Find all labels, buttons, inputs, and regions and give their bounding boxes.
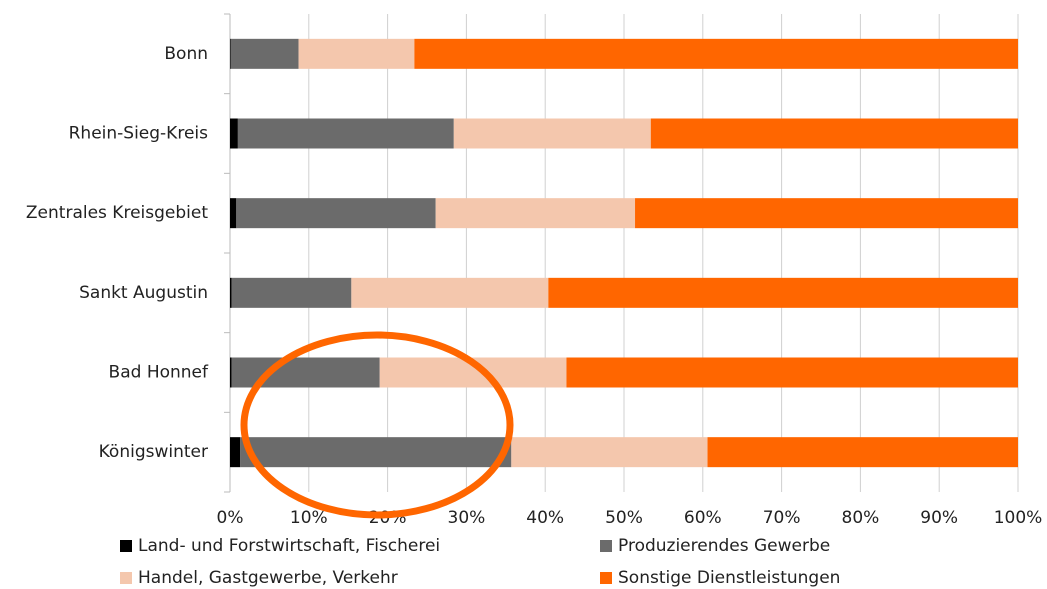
legend-swatch <box>600 540 612 552</box>
bar-segment <box>351 277 549 308</box>
bar-segment <box>230 38 231 69</box>
bar-segment <box>237 118 454 149</box>
bar-segment <box>231 277 352 308</box>
x-tick-label: 50% <box>605 508 643 528</box>
y-tick-label: Zentrales Kreisgebiet <box>26 203 208 223</box>
bar-segment <box>240 437 512 468</box>
legend-label: Sonstige Dienstleistungen <box>618 568 840 588</box>
y-tick-label: Bad Honnef <box>109 363 209 383</box>
bar-segment <box>230 198 237 229</box>
x-tick-label: 90% <box>920 508 958 528</box>
x-tick-label: 70% <box>763 508 801 528</box>
bar-segment <box>230 118 238 149</box>
bar-segment <box>230 357 232 388</box>
legend-swatch <box>120 540 132 552</box>
y-tick-label: Sankt Augustin <box>79 283 208 303</box>
bar-segment <box>650 118 1018 149</box>
legend-swatch <box>120 572 132 584</box>
bar-segment <box>298 38 415 69</box>
legend-label: Handel, Gastgewerbe, Verkehr <box>138 568 398 588</box>
bar-segment <box>414 38 1019 69</box>
legend-swatch <box>600 572 612 584</box>
bar-segment <box>435 198 636 229</box>
x-tick-label: 0% <box>217 508 244 528</box>
x-tick-label: 80% <box>842 508 880 528</box>
legend-label: Land- und Forstwirtschaft, Fischerei <box>138 536 440 556</box>
bar-segment <box>511 437 708 468</box>
bar-segment <box>230 437 241 468</box>
legend-label: Produzierendes Gewerbe <box>618 536 830 556</box>
x-tick-label: 100% <box>994 508 1043 528</box>
bar-segment <box>236 198 436 229</box>
bar-segment <box>230 277 232 308</box>
bar-segment <box>230 38 299 69</box>
bar-segment <box>453 118 651 149</box>
x-tick-label: 30% <box>448 508 486 528</box>
y-tick-label: Bonn <box>164 44 208 64</box>
y-tick-label: Königswinter <box>99 442 208 462</box>
bar-segment <box>548 277 1018 308</box>
x-tick-label: 40% <box>526 508 564 528</box>
y-tick-label: Rhein-Sieg-Kreis <box>69 124 209 144</box>
x-tick-label: 10% <box>290 508 328 528</box>
plot-area: 0% 10% 20% 30% 40% 50% 60% 70% 80% 90% 100%BonnRhe… <box>26 13 1043 588</box>
x-tick-label: 60% <box>684 508 722 528</box>
bar-segment <box>566 357 1018 388</box>
highlight-ellipse <box>240 331 514 519</box>
bar-segment <box>231 357 380 388</box>
bar-segment <box>707 437 1018 468</box>
bar-segment <box>635 198 1018 229</box>
